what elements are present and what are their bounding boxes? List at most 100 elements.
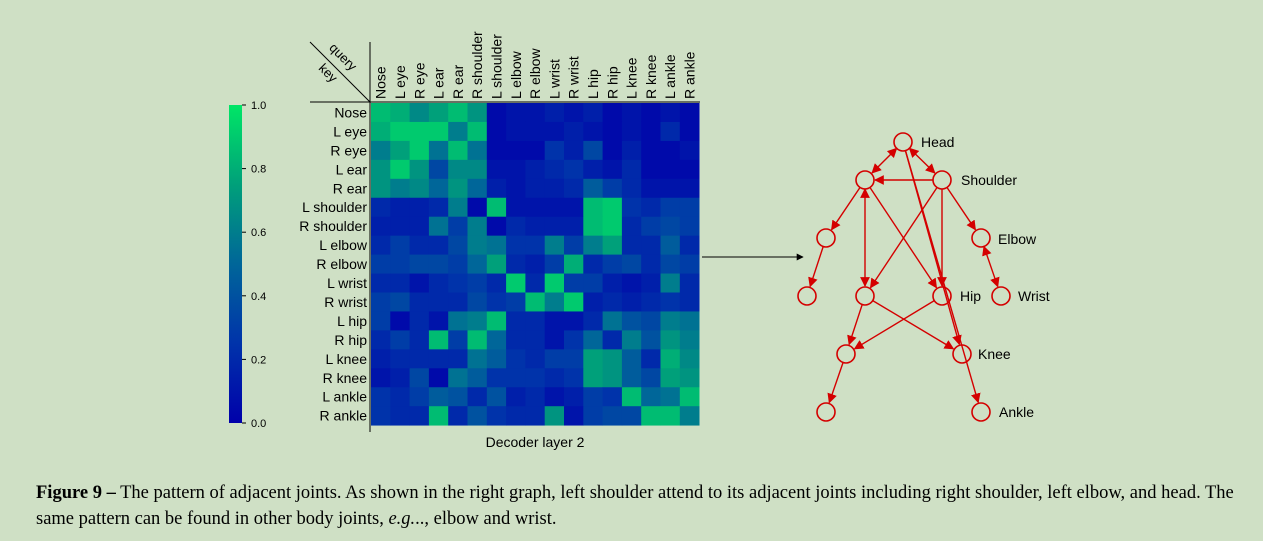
caption-text-2: .., elbow and wrist. — [415, 509, 557, 529]
heatmap-cell — [506, 121, 526, 142]
heatmap-cell — [679, 292, 700, 312]
heatmap-cell — [544, 216, 565, 237]
heatmap-cell — [679, 330, 700, 350]
heatmap-cell — [390, 121, 410, 142]
row-label: R hip — [334, 332, 367, 348]
heatmap-cell — [660, 140, 681, 161]
graph-edge — [830, 187, 861, 231]
heatmap-cell — [525, 387, 546, 407]
heatmap-cell — [525, 140, 546, 161]
heatmap-cell — [641, 197, 661, 218]
heatmap-cell — [621, 216, 642, 237]
heatmap-cell — [583, 121, 603, 142]
heatmap-cell — [486, 387, 507, 407]
heatmap-cell — [428, 349, 449, 369]
graph-edge — [869, 187, 938, 289]
heatmap-cell — [428, 311, 449, 331]
heatmap-cell — [544, 349, 565, 369]
heatmap-cell — [371, 159, 391, 180]
heatmap-cell — [525, 235, 546, 255]
heatmap-cell — [544, 178, 565, 199]
heatmap-cell — [602, 330, 623, 350]
row-label: R ear — [333, 180, 368, 196]
caption-lead: Figure 9 – — [36, 483, 116, 503]
caption-italic: e.g. — [388, 509, 416, 529]
heatmap-cell — [641, 235, 661, 255]
heatmap-cell — [371, 178, 391, 199]
heatmap-cell — [621, 349, 642, 369]
row-label: L elbow — [319, 237, 368, 253]
heatmap-cell — [390, 368, 410, 388]
heatmap-cell — [371, 349, 391, 369]
heatmap-cell — [660, 197, 681, 218]
heatmap-col-labels: Nose L eye R eye L ear R ear R shoulder L shou… — [373, 31, 698, 99]
heatmap-cell — [371, 311, 391, 331]
heatmap-cell — [544, 103, 565, 123]
colorbar: 0.0 0.2 0.4 0.6 0.8 1.0 — [229, 100, 266, 430]
heatmap-cell — [506, 368, 526, 388]
row-label: L eye — [333, 123, 367, 139]
heatmap-cell — [506, 216, 526, 237]
heatmap-cell — [602, 368, 623, 388]
heatmap-cell — [409, 311, 430, 331]
heatmap-cell — [428, 159, 449, 180]
heatmap-cell — [679, 235, 700, 255]
heatmap-cell — [486, 103, 507, 123]
heatmap-cell — [679, 273, 700, 293]
heatmap-cell — [409, 140, 430, 161]
heatmap-cell — [486, 406, 507, 426]
heatmap-cell — [525, 273, 546, 293]
heatmap-cell — [371, 273, 391, 293]
heatmap-cell — [506, 197, 526, 218]
figure-caption: Figure 9 – The pattern of adjacent joint… — [36, 480, 1251, 532]
heatmap-cell — [390, 406, 410, 426]
heatmap-cell — [583, 159, 603, 180]
heatmap-cell — [641, 292, 661, 312]
heatmap-cell — [602, 235, 623, 255]
heatmap-cell — [602, 406, 623, 426]
col-label: Nose — [373, 66, 389, 99]
heatmap-cell — [467, 235, 488, 255]
heatmap-cell — [371, 406, 391, 426]
heatmap-cell — [602, 159, 623, 180]
heatmap-cell — [641, 254, 661, 274]
heatmap-cell — [602, 254, 623, 274]
col-label: L knee — [624, 57, 640, 99]
heatmap-cell — [679, 311, 700, 331]
heatmap-cell — [428, 273, 449, 293]
heatmap-cell — [564, 406, 584, 426]
label-shoulder: Shoulder — [961, 172, 1017, 188]
heatmap-cell — [621, 292, 642, 312]
heatmap-cell — [409, 159, 430, 180]
heatmap-cell — [564, 178, 584, 199]
colorbar-tick-label: 0.8 — [251, 164, 266, 176]
heatmap-cell — [564, 197, 584, 218]
heatmap-cell — [486, 273, 507, 293]
corner-diagonal — [309, 41, 371, 103]
heatmap-cell — [544, 387, 565, 407]
heatmap-cell — [679, 349, 700, 369]
heatmap-cell — [467, 178, 488, 199]
graph-edge — [946, 187, 977, 231]
heatmap-cell — [390, 254, 410, 274]
colorbar-tick-label: 0.2 — [251, 354, 266, 366]
heatmap-cell — [506, 406, 526, 426]
heatmap-cell — [679, 178, 700, 199]
heatmap-cell — [390, 235, 410, 255]
heatmap-cell — [390, 159, 410, 180]
row-label: R wrist — [324, 294, 367, 310]
heatmap-cell — [679, 197, 700, 218]
row-label: L shoulder — [302, 199, 367, 215]
heatmap-cell — [564, 235, 584, 255]
heatmap-cell — [679, 254, 700, 274]
heatmap-cell — [409, 273, 430, 293]
heatmap-cell — [390, 140, 410, 161]
heatmap-cell — [544, 140, 565, 161]
heatmap-cell — [486, 349, 507, 369]
heatmap-cell — [564, 273, 584, 293]
heatmap-cell — [621, 406, 642, 426]
graph-edge — [904, 150, 981, 404]
heatmap-cell — [583, 254, 603, 274]
heatmap-cell — [390, 292, 410, 312]
heatmap-cell — [467, 330, 488, 350]
